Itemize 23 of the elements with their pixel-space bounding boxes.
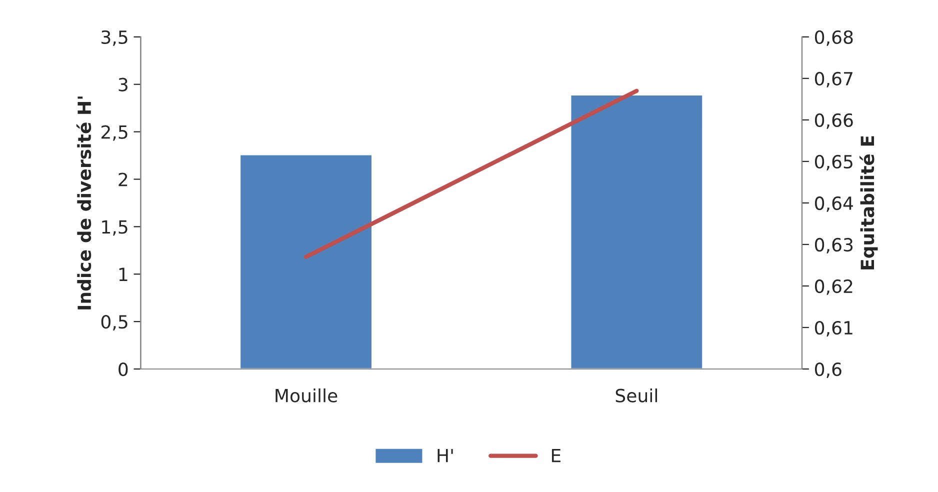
y2-tick-label: 0,66 — [814, 113, 853, 129]
y-axis-title: Indice de diversité H' — [76, 96, 92, 310]
y2-tick-label: 0,62 — [814, 279, 852, 295]
y2-tick-label: 0,65 — [814, 154, 852, 170]
y2-tick-label: 0,64 — [814, 196, 853, 212]
x-tick-label: Seuil — [616, 388, 657, 402]
y2-tick-label: 0,61 — [814, 320, 852, 336]
y-tick-label: 0,5 — [101, 315, 128, 331]
y-tick-label: 3 — [118, 78, 128, 92]
y-tick-label: 2,5 — [102, 125, 128, 141]
y-tick-label: 3,5 — [102, 30, 128, 46]
y-tick-label: 2 — [118, 172, 128, 186]
legend-label: E — [552, 448, 560, 462]
x-tick-label: Mouille — [276, 388, 338, 402]
y-tick-label: 0 — [118, 362, 128, 376]
y2-axis-title: Equitabilité E — [860, 136, 878, 270]
y2-tick-label: 0,68 — [814, 30, 853, 46]
legend-label: H' — [438, 448, 453, 462]
y2-tick-label: 0,6 — [814, 362, 842, 378]
y-tick-label: 1,5 — [102, 220, 128, 236]
y2-tick-label: 0,63 — [814, 238, 853, 254]
y2-tick-label: 0,67 — [814, 72, 852, 88]
y-tick-label: 1 — [119, 268, 128, 281]
